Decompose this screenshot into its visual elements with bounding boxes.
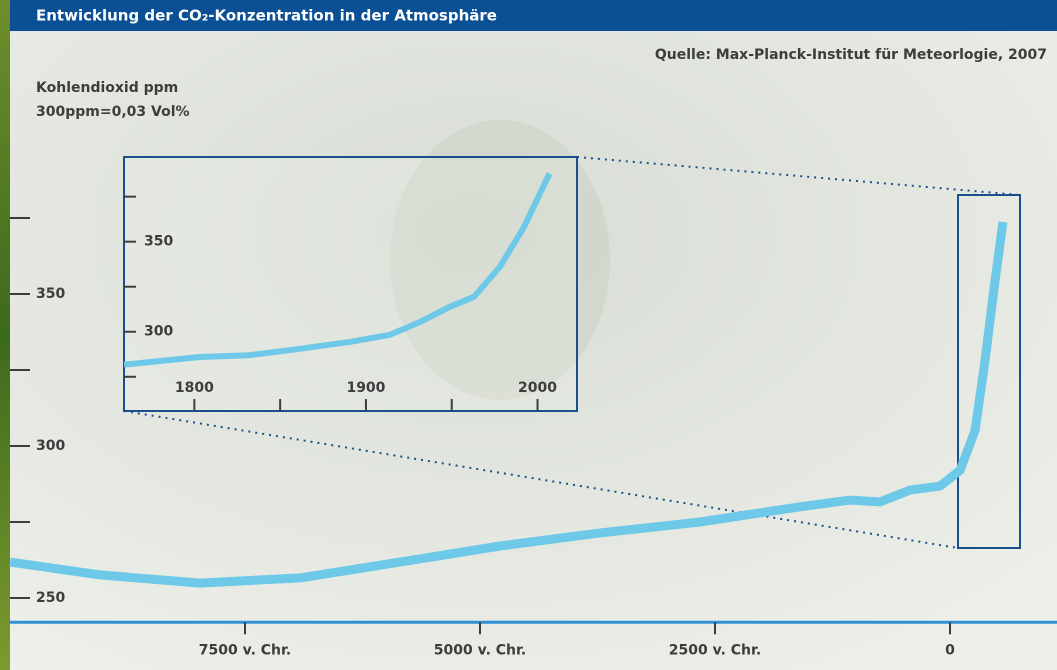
data-line [9, 221, 1008, 588]
zoom-box [957, 194, 1021, 549]
zoom-connector [123, 410, 959, 549]
y-tick-label: 250 [36, 590, 65, 606]
y-axis-label: Kohlendioxid ppm [36, 80, 178, 96]
x-tick-label: 5000 v. Chr. [434, 642, 526, 658]
x-tick-label: 0 [945, 642, 955, 658]
data-line [123, 172, 553, 368]
source: Quelle: Max-Planck-Institut für Meteorlo… [655, 47, 1047, 63]
y-tick-label: 300 [36, 438, 65, 454]
x-tick-label: 1900 [346, 380, 385, 396]
y-tick-label: 350 [36, 286, 65, 302]
background-drop [390, 120, 610, 400]
x-tick-label: 7500 v. Chr. [199, 642, 291, 658]
left-strip [0, 0, 10, 670]
x-tick-label: 2500 v. Chr. [669, 642, 761, 658]
chart-title: Entwicklung der CO₂-Konzentration in der… [36, 7, 497, 25]
y-axis-label: 300ppm=0,03 Vol% [36, 104, 190, 120]
y-tick-label: 300 [144, 324, 173, 340]
x-tick-label: 2000 [518, 380, 557, 396]
x-tick-label: 1800 [175, 380, 214, 396]
y-tick-label: 350 [144, 234, 173, 250]
title-bar [10, 0, 1057, 31]
inset-frame [123, 156, 578, 412]
